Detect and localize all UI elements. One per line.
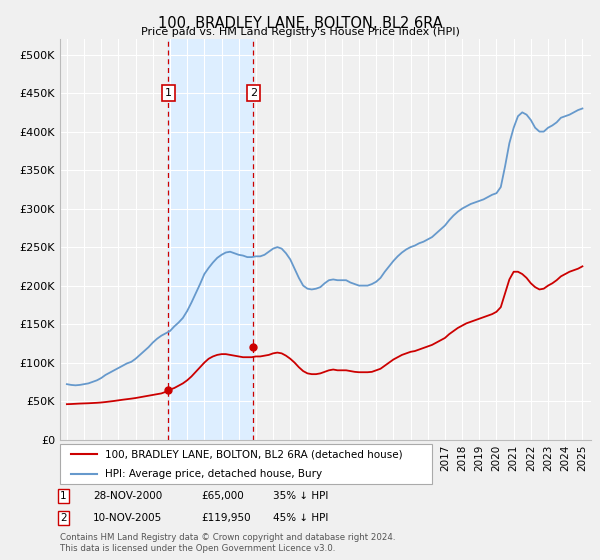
FancyBboxPatch shape bbox=[60, 444, 432, 484]
Text: Price paid vs. HM Land Registry's House Price Index (HPI): Price paid vs. HM Land Registry's House … bbox=[140, 27, 460, 37]
Text: 100, BRADLEY LANE, BOLTON, BL2 6RA: 100, BRADLEY LANE, BOLTON, BL2 6RA bbox=[158, 16, 442, 31]
Text: 1: 1 bbox=[60, 491, 67, 501]
Text: 10-NOV-2005: 10-NOV-2005 bbox=[93, 513, 162, 523]
Text: 35% ↓ HPI: 35% ↓ HPI bbox=[273, 491, 328, 501]
Text: 2: 2 bbox=[60, 513, 67, 523]
Text: 1: 1 bbox=[165, 88, 172, 98]
Text: 2: 2 bbox=[250, 88, 257, 98]
Text: 45% ↓ HPI: 45% ↓ HPI bbox=[273, 513, 328, 523]
Text: 100, BRADLEY LANE, BOLTON, BL2 6RA (detached house): 100, BRADLEY LANE, BOLTON, BL2 6RA (deta… bbox=[104, 449, 402, 459]
Text: £65,000: £65,000 bbox=[201, 491, 244, 501]
Bar bbox=[168, 39, 253, 440]
Text: £119,950: £119,950 bbox=[201, 513, 251, 523]
Text: Contains HM Land Registry data © Crown copyright and database right 2024.
This d: Contains HM Land Registry data © Crown c… bbox=[60, 533, 395, 553]
Text: 28-NOV-2000: 28-NOV-2000 bbox=[93, 491, 162, 501]
Text: HPI: Average price, detached house, Bury: HPI: Average price, detached house, Bury bbox=[104, 469, 322, 479]
